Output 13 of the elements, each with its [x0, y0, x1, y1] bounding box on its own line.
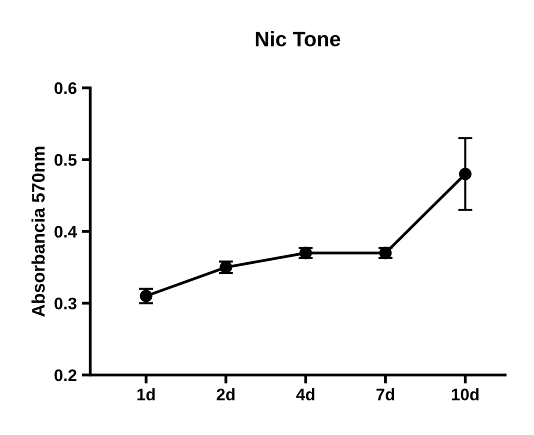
y-axis-title: Absorbancia 570nm	[32, 146, 45, 317]
x-tick-label: 2d	[216, 388, 235, 400]
point	[459, 168, 472, 180]
chart-title: Nic Tone	[256, 31, 340, 46]
x-tick-label: 7d	[376, 388, 394, 400]
y-tick-label: 0.6	[54, 82, 76, 94]
y-tick-label: 0.4	[54, 226, 77, 238]
y-tick-label: 0.5	[54, 154, 77, 166]
y-tick-label: 0.2	[54, 369, 76, 382]
x-tick-label: 4d	[296, 388, 314, 400]
x-tick-label: 10d	[452, 388, 479, 400]
y-tick-label: 0.3	[54, 298, 76, 310]
x-tick-label: 1d	[137, 388, 155, 400]
